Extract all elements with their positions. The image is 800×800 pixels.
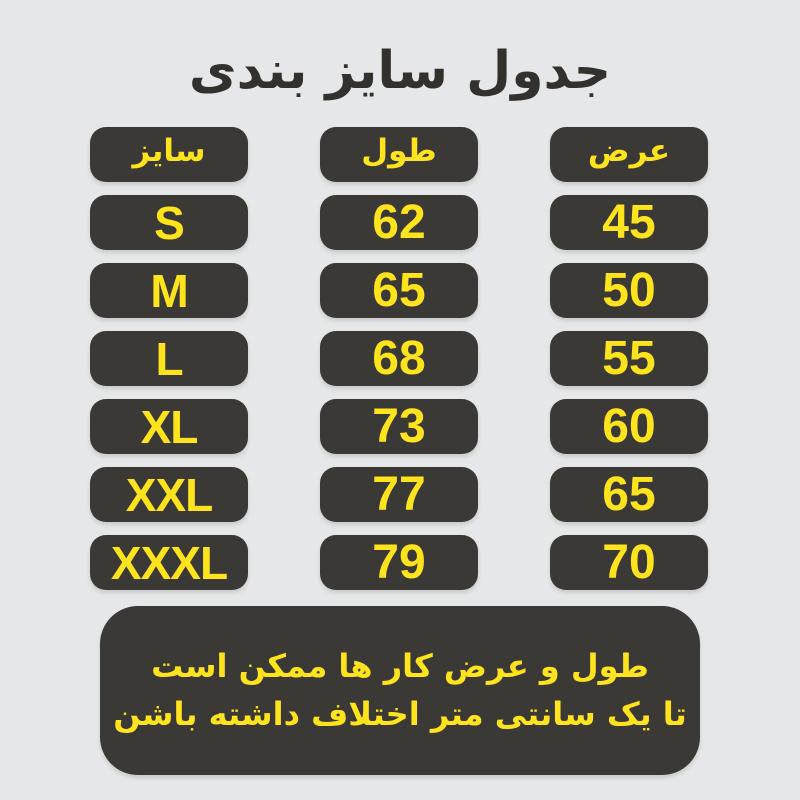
cell-length: 62 [320,195,478,250]
size-value: XL [140,400,199,453]
size-value: XXXL [110,536,228,589]
length-value: 77 [372,467,426,521]
cell-length: 79 [320,535,478,590]
page-title: جدول سایز بندی [188,41,612,101]
table-row: S 62 45 [90,195,708,250]
width-value: 60 [602,399,656,453]
cell-length: 65 [320,263,478,318]
cell-width: 45 [550,195,708,250]
cell-size: M [90,263,248,318]
cell-length: 77 [320,467,478,522]
note-line-2: تا یک سانتی متر اختلاف داشته باشن [113,694,687,733]
table-header-row: سایز طول عرض [90,127,708,182]
cell-size: L [90,331,248,386]
size-value: M [150,264,188,317]
size-value: L [155,332,183,385]
cell-length: 68 [320,331,478,386]
width-value: 65 [602,467,656,521]
header-cell-width: عرض [550,127,708,182]
table-row: XXXL 79 70 [90,535,708,590]
size-table: سایز طول عرض S 62 45 M 6 [90,127,708,590]
size-value: S [154,196,185,249]
header-width-label: عرض [587,133,671,169]
cell-size: XL [90,399,248,454]
note-box: طول و عرض کار ها ممکن است تا یک سانتی مت… [100,606,700,775]
width-value: 50 [602,263,656,317]
cell-width: 50 [550,263,708,318]
length-value: 62 [372,195,426,249]
cell-length: 73 [320,399,478,454]
cell-width: 65 [550,467,708,522]
width-value: 55 [602,331,656,385]
header-size-label: سایز [132,133,206,169]
cell-width: 70 [550,535,708,590]
length-value: 65 [372,263,426,317]
width-value: 45 [602,195,656,249]
length-value: 73 [372,399,426,453]
table-row: M 65 50 [90,263,708,318]
cell-width: 55 [550,331,708,386]
cell-size: XXL [90,467,248,522]
header-cell-length: طول [320,127,478,182]
cell-size: S [90,195,248,250]
table-row: XL 73 60 [90,399,708,454]
cell-width: 60 [550,399,708,454]
length-value: 68 [372,331,426,385]
width-value: 70 [602,535,656,589]
length-value: 79 [372,535,426,589]
cell-size: XXXL [90,535,248,590]
size-value: XXL [125,468,213,521]
header-cell-size: سایز [90,127,248,182]
header-length-label: طول [361,133,437,169]
table-row: L 68 55 [90,331,708,386]
table-row: XXL 77 65 [90,467,708,522]
note-line-1: طول و عرض کار ها ممکن است [151,646,649,685]
